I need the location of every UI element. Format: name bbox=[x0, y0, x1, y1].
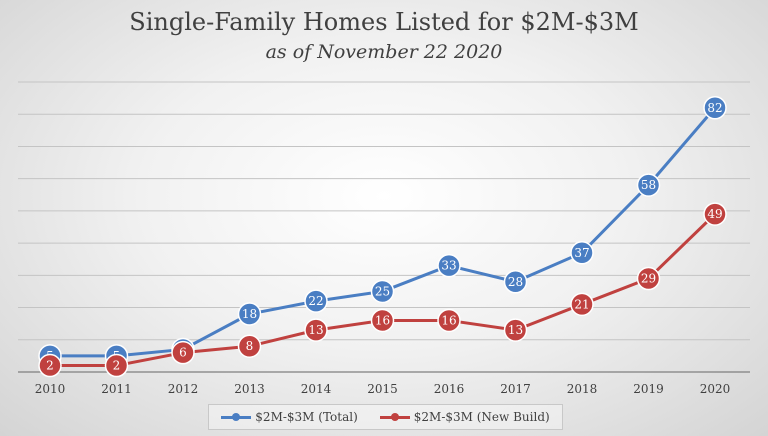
x-tick-label: 2012 bbox=[168, 382, 199, 396]
data-label-total: 82 bbox=[707, 101, 722, 115]
data-label-total: 18 bbox=[242, 307, 257, 321]
legend-label-total: $2M-$3M (Total) bbox=[255, 410, 358, 424]
data-point-total bbox=[237, 302, 262, 326]
data-point-new-build bbox=[636, 266, 661, 291]
data-label-new-build: 13 bbox=[508, 323, 523, 337]
data-label-total: 28 bbox=[508, 275, 523, 289]
data-point-total bbox=[370, 279, 395, 304]
data-label-total: 33 bbox=[441, 259, 456, 273]
x-tick-label: 2019 bbox=[633, 382, 664, 396]
data-point-total bbox=[570, 241, 594, 265]
data-label-new-build: 21 bbox=[574, 297, 589, 311]
legend-item-new-build: $2M-$3M (New Build) bbox=[379, 410, 550, 424]
chart-subtitle: as of November 22 2020 bbox=[265, 41, 503, 63]
x-tick-label: 2010 bbox=[35, 382, 66, 396]
data-label-new-build: 2 bbox=[46, 359, 54, 373]
data-point-new-build bbox=[570, 292, 594, 317]
x-tick-label: 2014 bbox=[301, 382, 332, 396]
data-point-total bbox=[437, 253, 461, 278]
data-label-new-build: 6 bbox=[179, 346, 187, 360]
data-label-new-build: 49 bbox=[707, 207, 722, 221]
legend-swatch-total bbox=[221, 412, 252, 422]
data-point-new-build bbox=[171, 340, 195, 365]
legend-swatch-new-build bbox=[379, 412, 410, 422]
data-point-new-build bbox=[38, 353, 62, 378]
data-point-new-build bbox=[503, 318, 528, 342]
data-label-new-build: 8 bbox=[246, 339, 254, 353]
chart-title: Single-Family Homes Listed for $2M-$3M bbox=[129, 8, 639, 36]
data-point-new-build bbox=[237, 334, 262, 358]
data-point-new-build bbox=[370, 308, 395, 333]
data-point-total bbox=[503, 270, 528, 294]
data-label-new-build: 16 bbox=[375, 313, 390, 327]
data-point-new-build bbox=[437, 308, 461, 333]
data-label-total: 58 bbox=[641, 178, 656, 192]
legend: $2M-$3M (Total) $2M-$3M (New Build) bbox=[208, 404, 563, 430]
x-tick-label: 2017 bbox=[500, 382, 531, 396]
x-tick-label: 2015 bbox=[367, 382, 398, 396]
data-point-total bbox=[636, 173, 661, 197]
x-tick-label: 2020 bbox=[700, 382, 731, 396]
data-point-new-build bbox=[703, 202, 727, 226]
legend-label-new-build: $2M-$3M (New Build) bbox=[413, 410, 550, 424]
data-label-new-build: 29 bbox=[641, 272, 656, 286]
x-tick-label: 2013 bbox=[234, 382, 265, 396]
x-tick-label: 2018 bbox=[567, 382, 598, 396]
data-point-new-build bbox=[104, 353, 129, 378]
x-tick-label: 2016 bbox=[434, 382, 465, 396]
data-point-total bbox=[304, 289, 328, 313]
data-point-new-build bbox=[304, 318, 328, 342]
data-point-total bbox=[703, 96, 727, 120]
data-label-new-build: 2 bbox=[113, 359, 121, 373]
data-label-new-build: 16 bbox=[441, 313, 456, 327]
data-label-new-build: 13 bbox=[308, 323, 323, 337]
legend-item-total: $2M-$3M (Total) bbox=[221, 410, 358, 424]
x-tick-label: 2011 bbox=[101, 382, 132, 396]
data-label-total: 25 bbox=[375, 284, 390, 298]
data-label-total: 22 bbox=[308, 294, 323, 308]
data-label-total: 37 bbox=[574, 246, 589, 260]
